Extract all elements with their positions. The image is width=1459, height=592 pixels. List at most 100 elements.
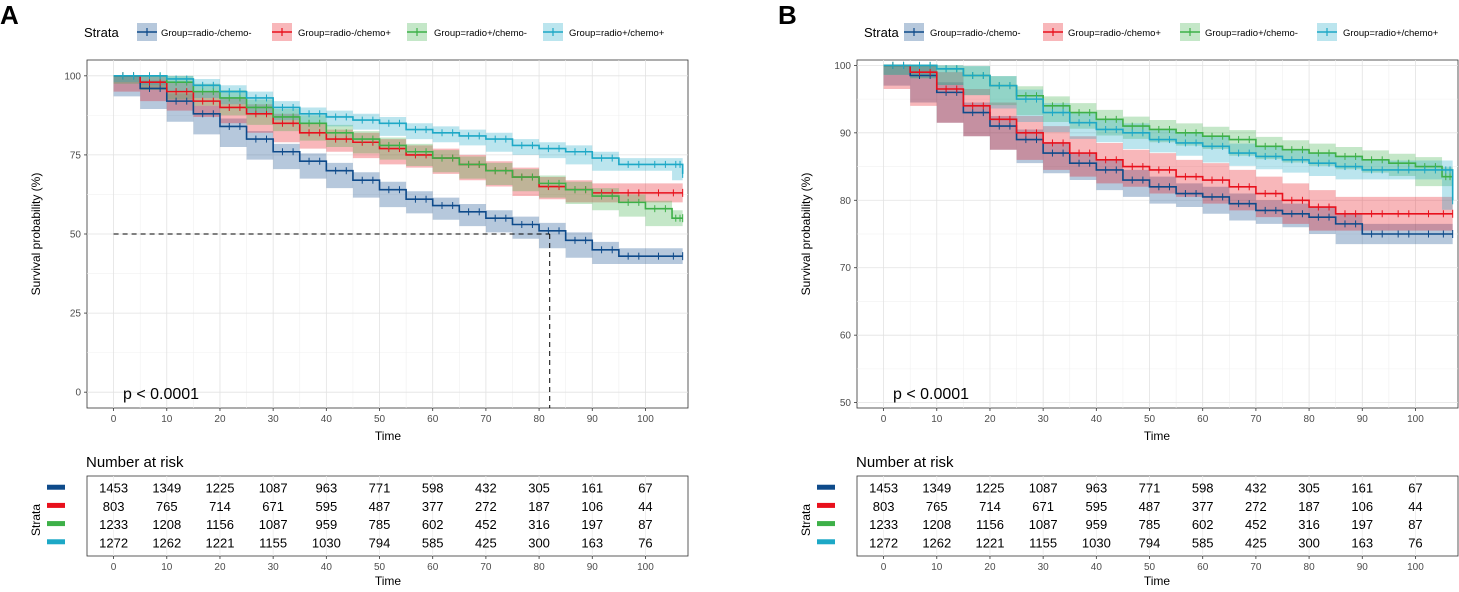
risk-count: 595 [1085,499,1107,514]
risk-count: 1156 [976,517,1004,532]
risk-count: 425 [1245,535,1267,550]
risk-table-ylabel-a: Strata [29,504,43,536]
risk-count: 1030 [312,535,341,550]
x-axis-title-b: Time [1144,429,1171,443]
risk-count: 1155 [259,535,287,550]
risk-tick-label: 90 [587,562,599,573]
risk-count: 452 [475,517,497,532]
risk-tick-label: 0 [111,562,117,573]
risk-table-a: 0 10 20 30 40 50 60 70 80 90 100 1453 1349 1225 1087 96… [47,476,654,573]
x-tick-label: 40 [1091,414,1103,425]
risk-count: 316 [528,517,550,532]
risk-tick-label: 10 [931,562,943,573]
x-tick-label: 10 [161,414,173,425]
legend-entry-radio-minus-chemo-minus: Group=radio-/chemo- [904,23,1021,41]
legend-label: Group=radio+/chemo- [434,28,527,39]
legend-label: Group=radio+/chemo+ [1343,28,1439,39]
x-tick-label: 70 [480,414,492,425]
x-tick-label: 40 [321,414,333,425]
risk-count: 163 [581,535,603,550]
risk-row-key-radio-minus-chemo-plus [817,502,835,508]
x-tick-label: 10 [931,414,943,425]
legend-entry-radio-plus-chemo-plus: Group=radio+/chemo+ [1317,23,1439,41]
risk-tick-label: 30 [1038,562,1050,573]
legend-entry-radio-minus-chemo-plus: Group=radio-/chemo+ [272,23,391,41]
risk-table-area-a [86,475,689,557]
risk-count: 1262 [152,535,181,550]
risk-count: 1208 [922,517,951,532]
risk-tick-label: 70 [1250,562,1262,573]
y-tick-label: 90 [840,128,852,139]
x-tick-label: 50 [374,414,386,425]
risk-count: 1272 [869,535,898,550]
risk-count: 1221 [976,535,1005,550]
risk-count: 452 [1245,517,1267,532]
risk-count: 377 [1192,499,1214,514]
risk-count: 161 [581,481,603,496]
risk-count: 272 [1245,499,1267,514]
risk-tick-label: 0 [881,562,887,573]
x-tick-label: 60 [1197,414,1209,425]
risk-count: 76 [1408,535,1422,550]
y-tick-label: 80 [840,196,852,207]
risk-count: 1087 [259,481,288,496]
risk-count: 305 [528,481,550,496]
risk-count: 1233 [869,517,898,532]
risk-tick-label: 40 [321,562,333,573]
legend-entry-radio-minus-chemo-plus: Group=radio-/chemo+ [1043,23,1161,41]
legend-a: Strata Group=radio-/chemo- Group=radio-/… [84,23,665,41]
risk-count: 1030 [1082,535,1111,550]
risk-count: 765 [926,499,948,514]
x-tick-label: 60 [427,414,439,425]
x-tick-label: 20 [214,414,226,425]
y-tick-label: 70 [840,263,852,274]
risk-count: 106 [1351,499,1373,514]
survival-curve-radio-minus-chemo-minus [883,64,1453,235]
x-tick-label: 90 [587,414,599,425]
risk-row-key-radio-plus-chemo-plus [817,539,835,545]
survival-curve-radio-plus-chemo-minus [113,75,683,219]
risk-count: 602 [422,517,444,532]
risk-count: 714 [979,499,1001,514]
risk-table-title-a: Number at risk [86,454,184,471]
risk-tick-label: 10 [161,562,173,573]
panel-letter-b: B [778,0,797,30]
risk-row-key-radio-minus-chemo-minus [817,484,835,490]
y-tick-label: 50 [840,398,852,409]
risk-count: 1272 [99,535,128,550]
risk-table-area-b [856,475,1459,557]
risk-count: 1155 [1029,535,1057,550]
risk-count: 963 [1085,481,1107,496]
risk-count: 432 [475,481,497,496]
risk-tick-label: 30 [268,562,280,573]
risk-count: 106 [581,499,603,514]
risk-count: 187 [528,499,550,514]
y-axis-title-b: Survival probability (%) [799,173,813,296]
x-tick-label: 80 [534,414,546,425]
risk-count: 585 [1192,535,1214,550]
risk-count: 959 [1085,517,1107,532]
y-tick-label: 100 [834,61,851,72]
risk-count: 272 [475,499,497,514]
y-tick-label: 75 [70,150,82,161]
risk-count: 44 [1408,499,1422,514]
risk-count: 87 [1408,517,1422,532]
risk-count: 300 [528,535,550,550]
risk-tick-label: 100 [637,562,654,573]
risk-count: 1453 [99,481,128,496]
y-axis-title-a: Survival probability (%) [29,173,43,296]
risk-tick-label: 20 [214,562,226,573]
risk-count: 487 [1139,499,1161,514]
risk-count: 197 [581,517,603,532]
risk-count: 1225 [976,481,1005,496]
x-tick-label: 20 [984,414,996,425]
risk-count: 714 [209,499,231,514]
risk-count: 1453 [869,481,898,496]
risk-tick-label: 50 [1144,562,1156,573]
legend-label: Group=radio-/chemo+ [1068,28,1161,39]
x-tick-label: 80 [1304,414,1316,425]
risk-row-key-radio-plus-chemo-plus [47,539,65,545]
ci-band-radio-minus-chemo-minus [883,65,1453,245]
risk-table-xlabel-a: Time [375,574,402,587]
legend-b: Strata Group=radio-/chemo- Group=radio-/… [864,23,1439,41]
